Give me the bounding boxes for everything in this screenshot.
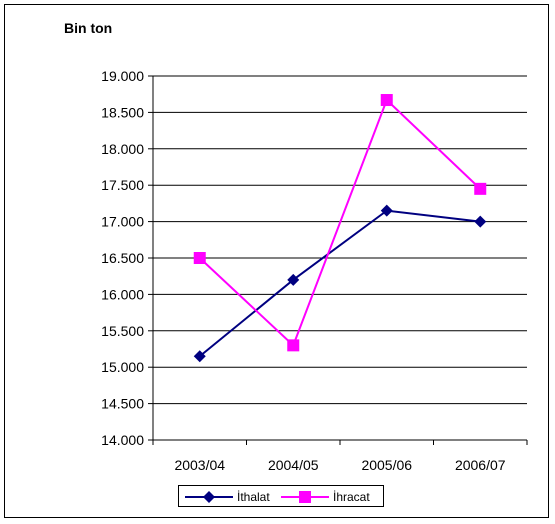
data-point [193, 350, 206, 363]
series-group [193, 94, 487, 363]
y-tick-label: 16.000 [101, 286, 144, 302]
legend-item-ihracat: İhracat [279, 489, 370, 505]
y-tick-label: 18.500 [101, 104, 144, 120]
y-tick-labels: 14.000 14.500 15.000 15.500 16.000 16.500 17.0… [101, 68, 144, 448]
y-tick-label: 15.000 [101, 359, 144, 375]
series-1 [193, 94, 487, 352]
y-tick-label: 17.500 [101, 177, 144, 193]
series-line [199, 209, 481, 358]
data-point [287, 339, 300, 352]
data-point [193, 252, 206, 264]
axes [148, 75, 528, 445]
x-tick-label: 2004/05 [268, 457, 319, 473]
gridlines [153, 75, 527, 405]
series-line [199, 98, 481, 348]
data-point [287, 273, 300, 286]
x-tick-label: 2005/06 [361, 457, 412, 473]
y-tick-label: 14.500 [101, 396, 144, 412]
y-tick-label: 16.500 [101, 250, 144, 266]
series-0 [193, 204, 487, 363]
legend: İthalat İhracat [178, 485, 384, 507]
legend-label-ihracat: İhracat [333, 490, 370, 504]
x-tick-label: 2003/04 [174, 457, 225, 473]
y-tick-label: 18.000 [101, 141, 144, 157]
legend-swatch-ihracat [281, 491, 329, 503]
y-unit-label: Bin ton [64, 20, 113, 36]
y-tick-label: 19.000 [101, 68, 144, 84]
data-point [474, 182, 487, 195]
y-tick-label: 17.000 [101, 214, 144, 230]
data-point [380, 94, 393, 107]
y-tick-label: 14.000 [101, 432, 144, 448]
x-tick-label: 2006/07 [455, 457, 506, 473]
chart-frame [4, 4, 549, 518]
y-tick-label: 15.500 [101, 323, 144, 339]
data-point [474, 215, 487, 228]
legend-item-ithalat: İthalat [183, 489, 270, 505]
legend-label-ithalat: İthalat [237, 490, 270, 504]
x-tick-labels: 2003/04 2004/05 2005/06 2006/07 [174, 457, 505, 473]
legend-swatch-ithalat [185, 491, 233, 503]
data-point [380, 204, 393, 217]
